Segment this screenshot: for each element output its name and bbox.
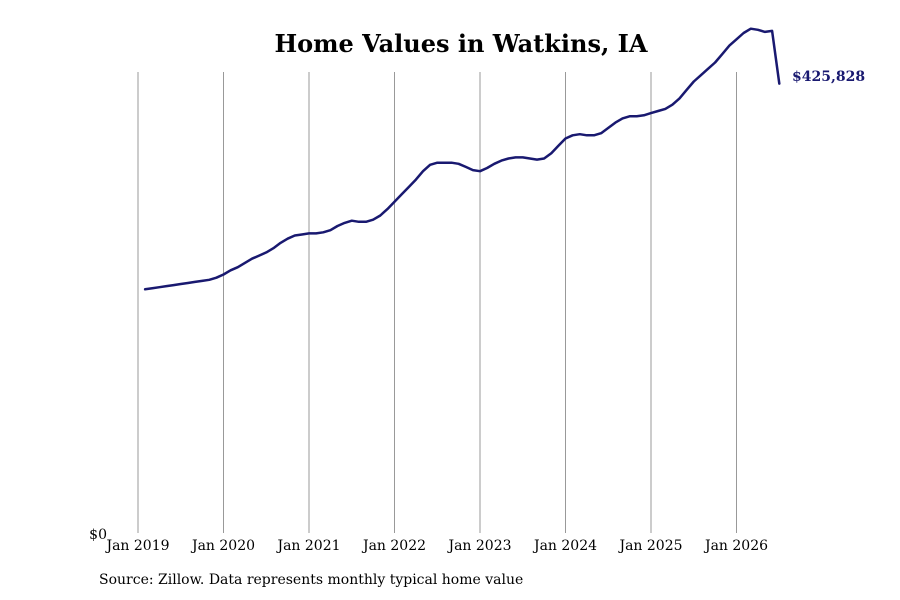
x-tick-label: Jan 2023: [446, 538, 511, 554]
chart-title: Home Values in Watkins, IA: [274, 29, 647, 58]
x-tick-label: Jan 2019: [104, 538, 169, 554]
home-value-line: [143, 27, 781, 291]
last-value-label: $425,828: [792, 69, 865, 85]
x-tick-label: Jan 2022: [361, 538, 426, 554]
x-axis-ticks: Jan 2019 Jan 2020 Jan 2021 Jan 2022 Jan 2023…: [104, 538, 768, 554]
gridlines: [137, 72, 737, 533]
y-tick-label: $0: [89, 527, 107, 543]
x-tick-label: Jan 2020: [190, 538, 255, 554]
x-tick-label: Jan 2024: [532, 538, 597, 554]
x-tick-label: Jan 2026: [703, 538, 768, 554]
x-tick-label: Jan 2025: [617, 538, 682, 554]
x-tick-label: Jan 2021: [275, 538, 340, 554]
source-note: Source: Zillow. Data represents monthly …: [99, 572, 524, 588]
